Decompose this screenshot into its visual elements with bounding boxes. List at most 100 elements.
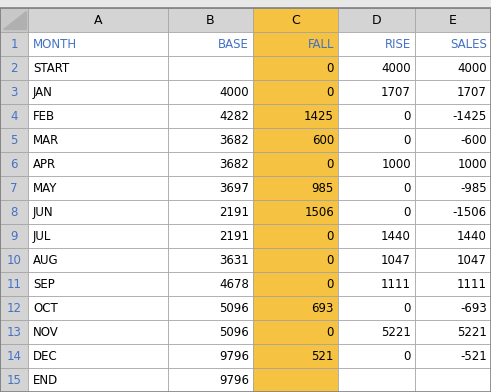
Text: 0: 0 bbox=[327, 325, 334, 339]
Bar bbox=[0, 296, 28, 320]
Text: 6: 6 bbox=[10, 158, 18, 171]
Text: 0: 0 bbox=[404, 350, 411, 363]
Bar bbox=[28, 56, 168, 80]
Bar bbox=[415, 200, 491, 224]
Text: 2191: 2191 bbox=[219, 229, 249, 243]
Text: RISE: RISE bbox=[385, 38, 411, 51]
Bar bbox=[338, 272, 415, 296]
Bar bbox=[0, 368, 28, 392]
Text: 1707: 1707 bbox=[457, 85, 487, 98]
Bar bbox=[253, 8, 338, 32]
Bar bbox=[0, 176, 28, 200]
Bar bbox=[338, 344, 415, 368]
Text: 4678: 4678 bbox=[219, 278, 249, 290]
Bar bbox=[168, 80, 253, 104]
Text: E: E bbox=[449, 13, 457, 27]
Text: NOV: NOV bbox=[33, 325, 59, 339]
Text: 9796: 9796 bbox=[219, 374, 249, 387]
Text: 693: 693 bbox=[312, 301, 334, 314]
Bar bbox=[253, 344, 338, 368]
Bar bbox=[338, 320, 415, 344]
Text: 3682: 3682 bbox=[219, 158, 249, 171]
Bar bbox=[168, 200, 253, 224]
Bar bbox=[253, 320, 338, 344]
Text: END: END bbox=[33, 374, 58, 387]
Text: 7: 7 bbox=[10, 181, 18, 194]
Bar bbox=[0, 56, 28, 80]
Text: 600: 600 bbox=[312, 134, 334, 147]
Bar bbox=[415, 152, 491, 176]
Text: 0: 0 bbox=[327, 158, 334, 171]
Text: SALES: SALES bbox=[450, 38, 487, 51]
Bar bbox=[168, 104, 253, 128]
Text: D: D bbox=[372, 13, 382, 27]
Text: BASE: BASE bbox=[218, 38, 249, 51]
Bar bbox=[253, 104, 338, 128]
Bar bbox=[28, 128, 168, 152]
Text: 0: 0 bbox=[327, 229, 334, 243]
Bar bbox=[0, 0, 491, 8]
Text: 11: 11 bbox=[6, 278, 22, 290]
Text: JUN: JUN bbox=[33, 205, 54, 218]
Bar bbox=[28, 344, 168, 368]
Text: -1425: -1425 bbox=[453, 109, 487, 123]
Text: 9796: 9796 bbox=[219, 350, 249, 363]
Text: 1047: 1047 bbox=[381, 254, 411, 267]
Text: B: B bbox=[206, 13, 215, 27]
Text: MONTH: MONTH bbox=[33, 38, 77, 51]
Text: 14: 14 bbox=[6, 350, 22, 363]
Bar bbox=[415, 224, 491, 248]
Text: 3682: 3682 bbox=[219, 134, 249, 147]
Bar bbox=[0, 344, 28, 368]
Bar bbox=[253, 32, 338, 56]
Text: OCT: OCT bbox=[33, 301, 58, 314]
Bar bbox=[168, 224, 253, 248]
Bar bbox=[28, 8, 168, 32]
Text: 4282: 4282 bbox=[219, 109, 249, 123]
Bar bbox=[415, 248, 491, 272]
Bar bbox=[415, 368, 491, 392]
Bar bbox=[28, 248, 168, 272]
Text: FALL: FALL bbox=[307, 38, 334, 51]
Bar bbox=[338, 56, 415, 80]
Bar bbox=[0, 248, 28, 272]
Text: 0: 0 bbox=[327, 62, 334, 74]
Bar bbox=[415, 320, 491, 344]
Text: 5221: 5221 bbox=[457, 325, 487, 339]
Bar bbox=[28, 320, 168, 344]
Text: APR: APR bbox=[33, 158, 56, 171]
Text: 4000: 4000 bbox=[458, 62, 487, 74]
Bar bbox=[28, 296, 168, 320]
Bar bbox=[28, 152, 168, 176]
Text: 5: 5 bbox=[10, 134, 18, 147]
Bar bbox=[0, 320, 28, 344]
Text: 8: 8 bbox=[10, 205, 18, 218]
Text: 3697: 3697 bbox=[219, 181, 249, 194]
Text: 1506: 1506 bbox=[304, 205, 334, 218]
Text: FEB: FEB bbox=[33, 109, 55, 123]
Bar bbox=[0, 224, 28, 248]
Bar bbox=[338, 152, 415, 176]
Bar bbox=[253, 56, 338, 80]
Text: JAN: JAN bbox=[33, 85, 53, 98]
Bar bbox=[415, 272, 491, 296]
Bar bbox=[253, 152, 338, 176]
Text: -693: -693 bbox=[460, 301, 487, 314]
Bar bbox=[338, 248, 415, 272]
Text: C: C bbox=[291, 13, 300, 27]
Text: -985: -985 bbox=[461, 181, 487, 194]
Text: A: A bbox=[94, 13, 102, 27]
Bar bbox=[0, 200, 28, 224]
Bar bbox=[338, 80, 415, 104]
Bar bbox=[338, 104, 415, 128]
Bar bbox=[168, 32, 253, 56]
Bar bbox=[338, 296, 415, 320]
Text: MAR: MAR bbox=[33, 134, 59, 147]
Bar bbox=[28, 32, 168, 56]
Bar bbox=[28, 272, 168, 296]
Text: 1111: 1111 bbox=[457, 278, 487, 290]
Bar bbox=[168, 56, 253, 80]
Bar bbox=[0, 32, 28, 56]
Text: 985: 985 bbox=[312, 181, 334, 194]
Text: 1047: 1047 bbox=[457, 254, 487, 267]
